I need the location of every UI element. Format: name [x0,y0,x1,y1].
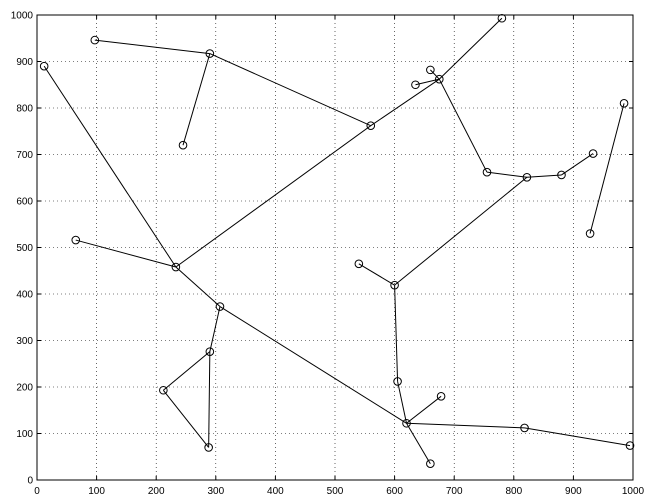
y-tick-label: 1000 [11,11,34,22]
data-point [205,49,215,58]
edge-line [406,395,442,424]
x-tick-label: 500 [327,486,344,497]
data-point [426,459,435,469]
axis-ticks [36,14,634,481]
edge-line [561,153,594,176]
x-tick-label: 800 [505,486,522,497]
edge-line [208,351,211,448]
data-point [435,74,444,84]
edge-line [526,174,562,178]
data-point [625,441,635,450]
edge-line [486,171,527,178]
x-tick-label: 100 [88,486,105,497]
x-tick-label: 600 [386,486,403,497]
y-tick-label: 500 [16,243,33,254]
y-tick-label: 200 [16,383,33,394]
data-point [71,235,81,245]
x-tick-label: 700 [446,486,463,497]
edge-line [209,306,221,352]
x-tick-label: 200 [148,486,165,497]
data-point [520,423,529,433]
data-point [619,99,629,108]
x-tick-label: 1000 [622,486,645,497]
x-tick-label: 900 [565,486,582,497]
x-tick-label: 0 [34,486,40,497]
y-tick-label: 800 [16,104,33,115]
data-point [159,385,168,395]
edge-line [589,103,625,234]
edge-line [406,422,525,429]
edge-line [429,69,440,80]
data-point [39,61,49,71]
y-tick-label: 300 [16,336,33,347]
data-point [178,140,188,150]
data-point [402,418,411,428]
edge-line [394,176,528,286]
data-point [90,35,100,45]
edge-line [175,266,221,307]
edge-line [394,285,399,382]
data-point [354,259,364,269]
data-point [482,167,492,177]
y-tick-label: 0 [27,476,33,487]
data-point [557,170,566,180]
x-tick-labels: 0 100 200 300 400 500 600 700 800 900 1000 [34,486,644,497]
edge-line [397,381,408,424]
grid [37,15,633,480]
edge-line [163,351,211,391]
y-tick-label: 900 [16,57,33,68]
x-tick-label: 300 [207,486,224,497]
y-tick-label: 700 [16,150,33,161]
edge-line [438,17,503,80]
data-point [436,392,446,401]
edge-line [219,306,407,424]
points [39,13,635,469]
edge-line [358,263,395,286]
data-point [205,347,215,356]
data-point [390,280,399,290]
y-tick-label: 400 [16,290,33,301]
y-tick-label: 600 [16,197,33,208]
data-point [215,302,225,311]
data-point [588,149,598,158]
edge-line [406,423,431,464]
data-point [204,443,213,452]
edge-line [370,78,440,127]
y-tick-labels: 0 100 200 300 400 500 600 700 800 900 1000 [11,11,34,487]
edge-line [182,53,211,146]
data-point [171,262,181,272]
edges [43,17,631,464]
edge-line [209,53,371,127]
x-tick-label: 400 [267,486,284,497]
data-point [522,172,532,182]
edge-line [75,239,176,268]
edge-line [94,39,210,55]
data-point [585,229,595,238]
data-point [366,121,376,130]
edge-line [43,65,177,268]
data-point [497,13,507,23]
edge-line [524,427,631,447]
edge-line [175,125,372,268]
data-point [411,80,420,90]
edge-line [162,389,210,448]
edge-line [438,78,488,173]
y-tick-label: 100 [16,429,33,440]
data-point [393,377,402,386]
data-point [426,65,435,75]
